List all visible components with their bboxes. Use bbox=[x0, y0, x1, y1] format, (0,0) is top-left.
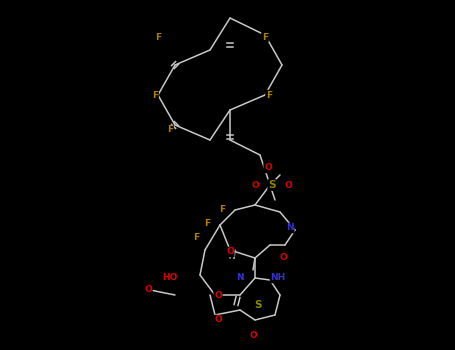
Text: F: F bbox=[152, 91, 158, 99]
Text: O: O bbox=[144, 286, 152, 294]
Text: N: N bbox=[286, 224, 294, 232]
Text: N: N bbox=[236, 273, 244, 282]
Text: F: F bbox=[193, 232, 199, 241]
Text: O: O bbox=[279, 253, 287, 262]
Text: S: S bbox=[254, 300, 262, 310]
Text: F: F bbox=[266, 91, 272, 99]
Text: O: O bbox=[264, 163, 272, 173]
Text: F: F bbox=[204, 218, 210, 228]
Text: NH: NH bbox=[270, 273, 286, 282]
Text: S: S bbox=[268, 180, 276, 190]
Text: F: F bbox=[219, 205, 225, 215]
Text: O: O bbox=[284, 181, 292, 189]
Text: O: O bbox=[226, 247, 234, 257]
Text: O: O bbox=[214, 315, 222, 324]
Text: O: O bbox=[249, 330, 257, 340]
Text: O: O bbox=[251, 181, 259, 189]
Text: F: F bbox=[262, 33, 268, 42]
Text: HO: HO bbox=[162, 273, 178, 282]
Text: F: F bbox=[155, 33, 161, 42]
Text: O: O bbox=[214, 290, 222, 300]
Text: F: F bbox=[167, 126, 173, 134]
